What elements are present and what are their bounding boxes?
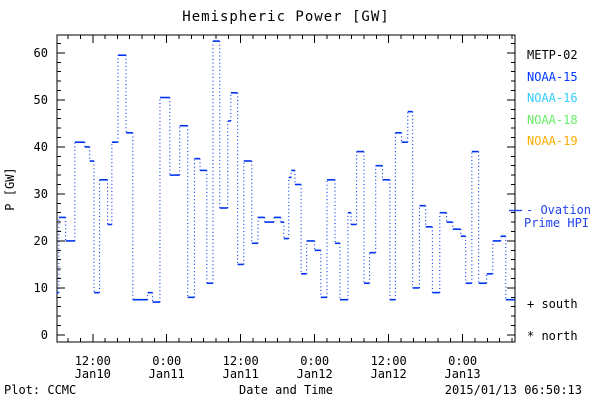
hpi-line-sample-icon (509, 209, 522, 212)
legend-item-noaa-15: NOAA-15 (527, 69, 578, 84)
svg-text:Jan12: Jan12 (371, 367, 407, 381)
ovation-label-line2: Prime HPI (524, 216, 590, 230)
svg-text:12:00: 12:00 (371, 354, 407, 368)
svg-text:Jan10: Jan10 (75, 367, 111, 381)
svg-text:10: 10 (34, 281, 48, 295)
svg-text:Jan13: Jan13 (445, 367, 481, 381)
plot-timestamp: 2015/01/13 06:50:13 (444, 383, 582, 397)
legend-item-noaa-18: NOAA-18 (527, 112, 578, 127)
plot-credit: Plot: CCMC (4, 383, 77, 397)
svg-text:0:00: 0:00 (300, 354, 329, 368)
tick-labels: 010203040506012:00Jan100:00Jan1112:00Jan… (34, 46, 481, 381)
north-marker-label: * north (527, 329, 578, 343)
chart-title: Hemispheric Power [GW] (182, 9, 390, 25)
svg-text:30: 30 (34, 187, 48, 201)
south-marker-label: + south (527, 297, 578, 311)
svg-text:12:00: 12:00 (75, 354, 111, 368)
y-axis-label: P [GW] (3, 167, 17, 211)
svg-text:0:00: 0:00 (448, 354, 477, 368)
ovation-hpi-legend: - Ovation Prime HPI (508, 204, 591, 230)
satellite-legend: METP-02 NOAA-15 NOAA-16 NOAA-18 NOAA-19 (527, 45, 578, 153)
svg-text:Jan11: Jan11 (223, 367, 259, 381)
ovation-hpi-row: - Ovation (508, 204, 591, 217)
svg-text:0: 0 (41, 328, 48, 342)
hpi-step-series (57, 40, 515, 303)
svg-text:50: 50 (34, 93, 48, 107)
svg-text:Jan11: Jan11 (149, 367, 185, 381)
svg-text:0:00: 0:00 (152, 354, 181, 368)
svg-text:40: 40 (34, 140, 48, 154)
svg-text:60: 60 (34, 46, 48, 60)
svg-text:12:00: 12:00 (223, 354, 259, 368)
legend-item-metp-02: METP-02 (527, 48, 578, 62)
ovation-label-line1: - Ovation (526, 203, 592, 217)
svg-text:Jan12: Jan12 (297, 367, 333, 381)
legend-item-noaa-16: NOAA-16 (527, 91, 578, 105)
axes (56, 34, 516, 343)
legend-item-noaa-19: NOAA-19 (527, 134, 578, 148)
svg-text:20: 20 (34, 234, 48, 248)
x-axis-label: Date and Time (239, 383, 333, 397)
